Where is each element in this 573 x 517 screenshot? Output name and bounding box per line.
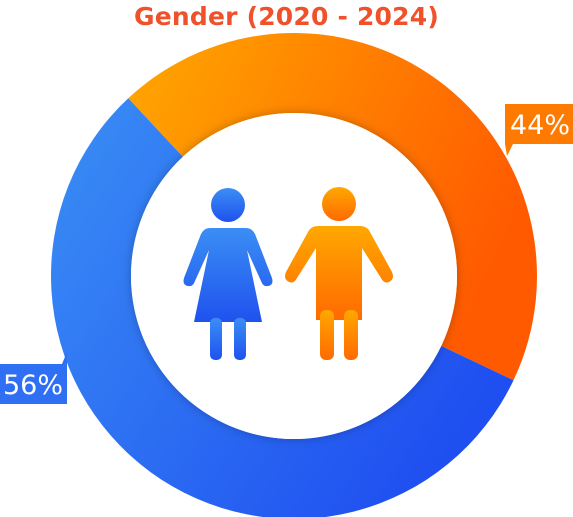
female-callout: 56% xyxy=(0,352,67,404)
female-callout-box xyxy=(0,352,67,404)
donut-slice-male xyxy=(128,33,537,381)
male-callout: 44% xyxy=(505,104,573,156)
female-icon xyxy=(183,188,273,360)
donut-slices xyxy=(51,33,537,517)
male-percentage-label: 44% xyxy=(510,110,570,141)
chart-title: Gender (2020 - 2024) xyxy=(134,2,439,31)
male-callout-box xyxy=(505,104,573,156)
female-percentage-label: 56% xyxy=(3,370,63,401)
male-icon xyxy=(285,187,393,360)
donut-slice-female xyxy=(51,98,514,517)
